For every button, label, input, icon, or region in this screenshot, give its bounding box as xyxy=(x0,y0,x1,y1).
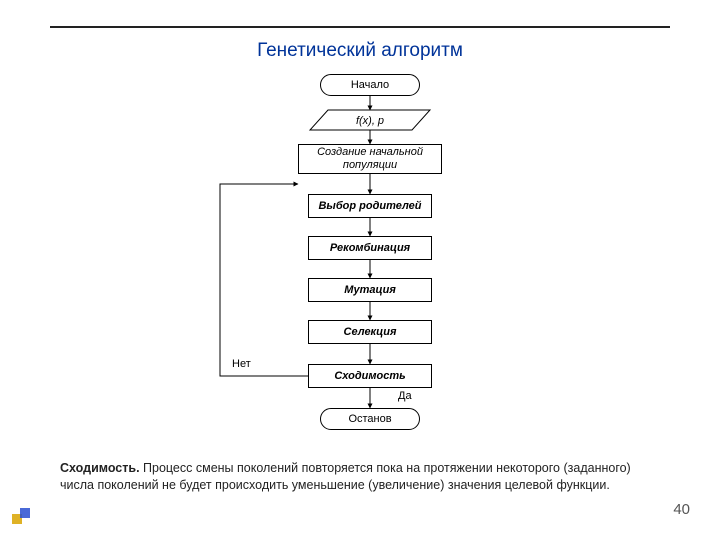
description-text: Процесс смены поколений повторяется пока… xyxy=(60,461,631,492)
node-start: Начало xyxy=(320,74,420,96)
node-select: Выбор родителей xyxy=(308,194,432,218)
node-selection: Селекция xyxy=(308,320,432,344)
page-title: Генетический алгоритм xyxy=(0,40,720,62)
header-rule xyxy=(50,26,670,28)
node-recomb: Рекомбинация xyxy=(308,236,432,260)
description-paragraph: Сходимость. Процесс смены поколений повт… xyxy=(60,460,640,494)
description-lead: Сходимость. xyxy=(60,461,140,475)
page-number: 40 xyxy=(673,501,690,518)
edge-label-yes: Да xyxy=(398,390,412,402)
node-init: Создание начальной популяции xyxy=(298,144,442,174)
flowchart: f(x), p Начало Создание начальной популяц… xyxy=(0,68,720,448)
svg-text:f(x), p: f(x), p xyxy=(356,115,384,127)
node-stop: Останов xyxy=(320,408,420,430)
edge-label-no: Нет xyxy=(232,358,251,370)
node-converge: Сходимость xyxy=(308,364,432,388)
node-mutation: Мутация xyxy=(308,278,432,302)
slide-corner-logo xyxy=(12,502,36,526)
